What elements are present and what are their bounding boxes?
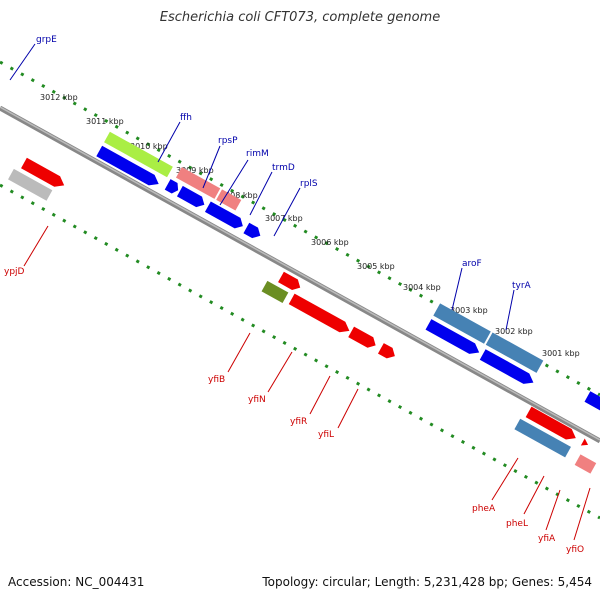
gene-labels-bottom: ypjD yfiB yfiN yfiR yfiL pheA pheL yfiA … xyxy=(4,267,584,555)
scale-label: 3012 kbp xyxy=(40,93,78,102)
scale-label: 3006 kbp xyxy=(311,238,349,247)
gene-arrow-blue xyxy=(164,179,179,194)
gene-label: pheA xyxy=(472,504,496,514)
gene-block-steel xyxy=(514,418,571,458)
gene-arrow-blue xyxy=(243,222,261,239)
gene-label: ffh xyxy=(180,113,192,123)
gene-label: yfiR xyxy=(290,417,307,427)
gene-arrow-blue xyxy=(96,145,159,186)
gene-label: trmD xyxy=(272,163,295,173)
gene-block-pink xyxy=(216,189,242,211)
gene-features xyxy=(8,131,600,474)
upper-leader-lines xyxy=(9,43,515,331)
scale-label: 3004 kbp xyxy=(403,283,441,292)
scale-label: 3005 kbp xyxy=(357,262,395,271)
scale-label: 3001 kbp xyxy=(542,349,580,358)
gene-block-pink xyxy=(175,167,221,199)
scale-label: 3008 kbp xyxy=(220,191,258,200)
gene-arrow-blue xyxy=(204,201,243,229)
gene-arrow-red xyxy=(21,157,65,187)
gene-label: tyrA xyxy=(512,281,532,291)
gene-arrow-blue xyxy=(176,185,205,208)
gene-arrow-red xyxy=(288,293,350,333)
gene-arrow-red xyxy=(278,271,301,290)
gene-label: yfiL xyxy=(318,430,334,440)
scale-label: 3002 kbp xyxy=(495,327,533,336)
gene-arrow-blue xyxy=(425,319,480,354)
scale-label: 3009 kbp xyxy=(176,166,214,175)
gene-label: rpsP xyxy=(218,136,238,146)
scale-label: 3010 kbp xyxy=(130,142,168,151)
gene-label: grpE xyxy=(36,35,57,45)
gene-arrow-red xyxy=(348,326,376,348)
gene-label: aroF xyxy=(462,259,482,269)
gene-block-grey xyxy=(8,168,53,201)
map-title: Escherichia coli CFT073, complete genome xyxy=(159,10,441,25)
gene-block-lime xyxy=(104,131,173,178)
scale-label: 3011 kbp xyxy=(86,117,124,126)
gene-label: ypjD xyxy=(4,267,25,277)
scale-label: 3003 kbp xyxy=(450,306,488,315)
gene-label: yfiN xyxy=(248,395,266,405)
lower-leader-lines xyxy=(23,225,591,541)
gene-arrow-red xyxy=(525,406,576,440)
gene-block-olive xyxy=(261,280,289,303)
genome-backbone xyxy=(0,105,600,444)
gene-arrow-red xyxy=(580,438,589,446)
topology-text: Topology: circular; Length: 5,231,428 bp… xyxy=(262,575,592,589)
gene-block-pink xyxy=(574,454,597,474)
gene-block-steel xyxy=(433,303,491,344)
scale-labels: 3012 kbp 3011 kbp 3010 kbp 3009 kbp 3008… xyxy=(40,93,580,358)
gene-label: yfiO xyxy=(566,545,584,555)
accession-text: Accession: NC_004431 xyxy=(8,575,145,589)
gene-block-steel xyxy=(485,332,544,373)
gene-labels-top: grpE ffh rpsP rimM trmD rplS aroF tyrA xyxy=(36,35,532,291)
gene-label: yfiA xyxy=(538,534,556,544)
gene-arrow-red xyxy=(377,343,395,359)
gene-label: rplS xyxy=(300,179,318,189)
gene-label: pheL xyxy=(506,519,528,529)
gene-label: yfiB xyxy=(208,375,225,385)
gene-label: rimM xyxy=(246,149,269,159)
gene-arrow-blue xyxy=(584,391,600,413)
gene-arrow-blue xyxy=(479,349,534,384)
